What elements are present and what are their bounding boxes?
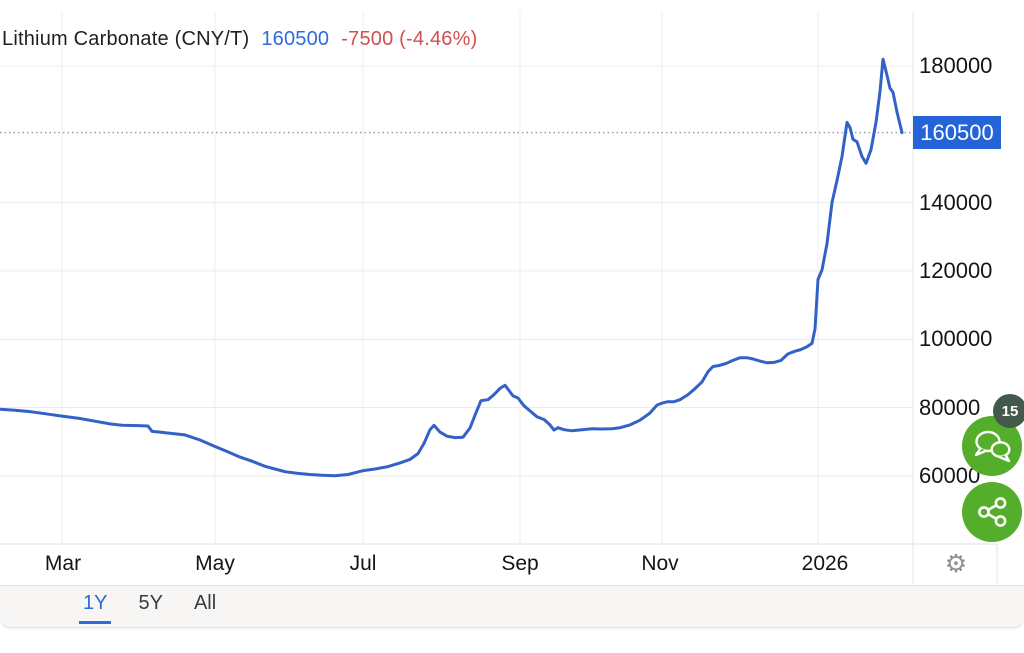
last-price: 160500 <box>261 28 330 50</box>
range-tab-1y[interactable]: 1Y <box>79 589 112 624</box>
x-axis-label: Mar <box>44 552 82 575</box>
x-axis-label: 2026 <box>801 552 849 575</box>
x-axis-label: Nov <box>641 552 679 575</box>
gridlines <box>0 12 913 544</box>
y-axis-label: 180000 <box>919 53 993 78</box>
range-tab-all[interactable]: All <box>193 591 217 614</box>
chart-header: Lithium Carbonate (CNY/T) 160500 -7500 (… <box>2 28 477 51</box>
price-change: -7500 (-4.46%) <box>341 28 478 50</box>
settings-gear-icon[interactable]: ⚙ <box>944 550 968 578</box>
price-line-series <box>0 57 904 478</box>
speech-bubbles-icon <box>974 430 1011 463</box>
y-axis-label: 100000 <box>919 326 993 352</box>
y-axis-label: 140000 <box>919 189 993 215</box>
range-selector-bar: 1Y 5Y All <box>0 585 1024 628</box>
share-nodes-icon <box>978 497 1007 527</box>
x-axis-label: Jul <box>349 552 377 575</box>
y-axis-label: 80000 <box>919 394 981 420</box>
range-tab-5y[interactable]: 5Y <box>138 591 163 614</box>
instrument-title: Lithium Carbonate (CNY/T) <box>2 28 250 50</box>
current-price-badge: 160500 <box>913 116 1001 150</box>
range-tabs: 1Y 5Y All <box>79 589 220 624</box>
x-axis-label: May <box>195 552 235 575</box>
share-button[interactable] <box>962 482 1022 542</box>
x-axis-label: Sep <box>501 552 539 575</box>
axis-border-lines <box>0 12 998 583</box>
y-axis-label: 120000 <box>919 257 993 283</box>
comments-count-badge: 15 <box>993 394 1024 428</box>
